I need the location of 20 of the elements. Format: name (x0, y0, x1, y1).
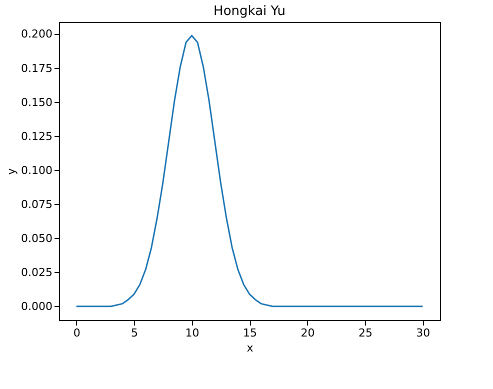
y-tick-label: 0.075 (21, 198, 52, 211)
x-tick-label: 0 (73, 326, 80, 340)
y-tick-label: 0.050 (21, 232, 52, 245)
x-tick-label: 5 (131, 326, 138, 340)
y-tick-label: 0.025 (21, 266, 52, 279)
y-tick-label: 0.000 (21, 300, 52, 313)
line-series (76, 34, 424, 308)
y-tick-label: 0.150 (21, 96, 52, 109)
x-tick-label: 20 (300, 326, 315, 340)
y-tick-label: 0.200 (21, 28, 52, 41)
chart-title: Hongkai Yu (214, 4, 286, 19)
y-axis-title: y (5, 168, 18, 175)
y-tick-label: 0.125 (21, 130, 52, 143)
x-tick-label: 25 (358, 326, 372, 340)
x-tick-label: 10 (185, 326, 200, 340)
x-tick-label: 15 (243, 326, 257, 340)
x-tick-label: 30 (416, 326, 430, 340)
y-tick-label: 0.175 (21, 62, 52, 75)
x-axis-title: x (246, 342, 254, 354)
y-tick-label: 0.100 (21, 164, 52, 177)
